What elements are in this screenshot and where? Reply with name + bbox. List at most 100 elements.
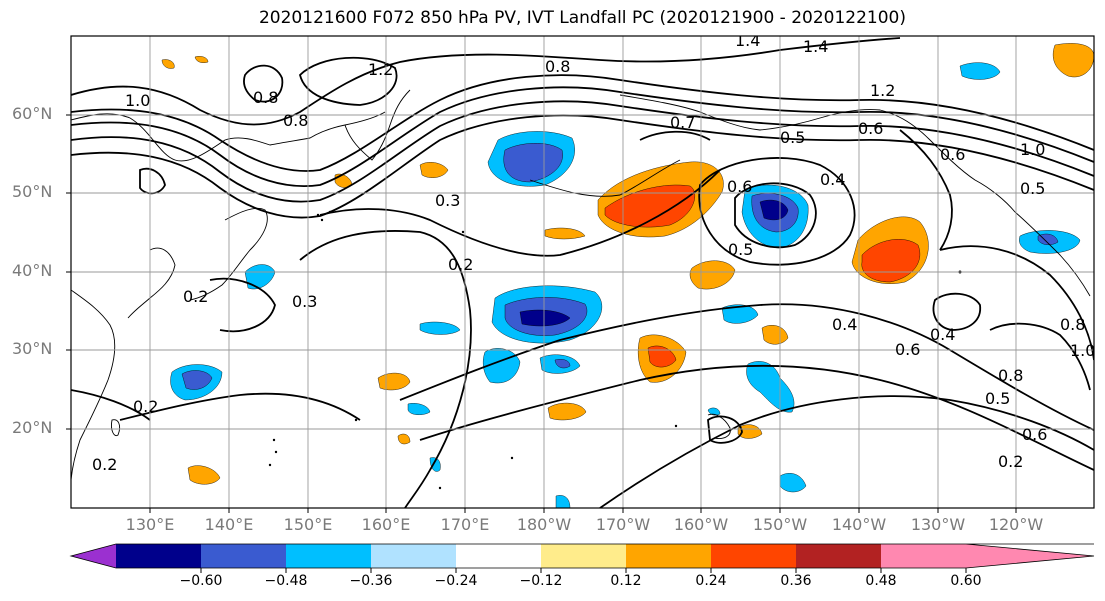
- contour-label: 0.5: [985, 389, 1010, 408]
- pv-positive-area: [547, 402, 587, 421]
- colorbar-segment: [371, 544, 456, 568]
- pv-positive-area: [737, 424, 763, 439]
- lon-label: 130°W: [910, 515, 966, 534]
- lon-label: 130°E: [125, 515, 175, 534]
- colorbar-tick-label: −0.12: [519, 573, 563, 589]
- lon-label: 120°W: [988, 515, 1044, 534]
- contour-line: [71, 114, 1094, 219]
- contour-label: 1.0: [125, 91, 150, 110]
- contour-line: [71, 86, 1094, 187]
- lon-label: 160°E: [361, 515, 411, 534]
- lon-label: 160°W: [673, 515, 729, 534]
- contour-line: [599, 395, 1094, 508]
- contour-label: 0.8: [253, 88, 278, 107]
- contour-line: [734, 182, 817, 249]
- contour-label: 0.4: [820, 170, 845, 189]
- lon-label: 170°W: [595, 515, 651, 534]
- colorbar-segment: [456, 544, 541, 568]
- hawaii-islands: [707, 413, 731, 439]
- pv-very-strong-negative-area: [759, 199, 789, 221]
- contour-line: [419, 364, 1094, 471]
- colorbar-tick-label: −0.60: [179, 573, 223, 589]
- pv-negative-area: [746, 361, 795, 413]
- colorbar-tick-label: 0.36: [780, 573, 812, 589]
- asia-coastline: [71, 111, 386, 162]
- contour-line: [71, 389, 151, 421]
- pv-strong-negative-area: [503, 143, 563, 183]
- contour-label: 0.2: [183, 287, 208, 306]
- colorbar-segment: [796, 544, 881, 568]
- contour-label: 0.6: [940, 145, 965, 164]
- contour-label: 0.2: [998, 452, 1023, 471]
- contour-label: 1.4: [803, 37, 828, 56]
- contour-label: 1.2: [870, 81, 895, 100]
- contour-label: 1.2: [368, 60, 393, 79]
- aleutian-islands: [529, 159, 681, 197]
- lat-label: 20°N: [12, 418, 53, 437]
- lat-label: 40°N: [12, 261, 53, 280]
- contour-line: [707, 415, 743, 444]
- pv-strong-negative-area: [181, 370, 213, 390]
- contour-line: [299, 56, 398, 106]
- contour-label: 0.2: [133, 397, 158, 416]
- lon-label: 180°W: [516, 515, 572, 534]
- contour-label: 0.5: [780, 128, 805, 147]
- colorbar-tick-label: 0.48: [865, 573, 897, 589]
- pv-very-strong-negative-area: [519, 309, 571, 327]
- colorbar-segment: [626, 544, 711, 568]
- colorbar-segment: [881, 544, 966, 568]
- axis-ticks: [66, 114, 1017, 513]
- china-coastline: [71, 289, 116, 481]
- contour-label-group: 1.4 1.4 1.2 0.8 1.2 0.8 1.0 0.8 0.7 0.5 …: [92, 31, 1095, 474]
- contour-line: [119, 392, 361, 421]
- pv-strong-negative-area: [1037, 233, 1059, 245]
- pv-positive-area: [194, 56, 209, 63]
- contour-label: 0.6: [727, 177, 752, 196]
- contour-label: 0.8: [1060, 315, 1085, 334]
- pv-negative-area: [555, 495, 571, 508]
- contour-line: [399, 303, 1094, 431]
- contour-lines: [71, 37, 1094, 508]
- taiwan-coastline: [111, 419, 121, 437]
- contour-label: 0.6: [1022, 425, 1047, 444]
- contour-label: 0.4: [930, 325, 955, 344]
- pv-positive-area: [419, 162, 449, 178]
- contour-label: 1.4: [735, 31, 760, 50]
- contour-line: [299, 230, 472, 508]
- contour-line: [209, 277, 276, 333]
- contour-line: [989, 322, 1091, 391]
- colorbar-tick-label: −0.48: [264, 573, 308, 589]
- contour-line: [939, 245, 1094, 361]
- contour-label: 0.3: [292, 292, 317, 311]
- contour-label: 0.6: [895, 340, 920, 359]
- lon-label: 150°E: [283, 515, 333, 534]
- contour-label: 0.5: [728, 240, 753, 259]
- lon-label: 140°E: [204, 515, 254, 534]
- pv-strong-positive-area: [604, 184, 695, 228]
- pv-negative-area: [407, 403, 431, 415]
- colorbar: [69, 543, 1095, 573]
- contour-line: [639, 130, 711, 141]
- contour-label: 0.5: [1020, 179, 1045, 198]
- lat-label: 60°N: [12, 104, 53, 123]
- contour-label: 0.8: [283, 111, 308, 130]
- contour-line: [242, 64, 284, 103]
- pv-negative-area: [419, 321, 461, 335]
- contour-line: [71, 100, 1094, 203]
- pv-negative-area: [721, 304, 759, 324]
- colorbar-segment: [711, 544, 796, 568]
- contour-line: [899, 129, 953, 251]
- colorbar-segment: [201, 544, 286, 568]
- pv-positive-area: [161, 59, 175, 69]
- contour-label: 1.0: [1020, 140, 1045, 159]
- pv-strong-positive-area: [861, 239, 920, 283]
- pv-shading: [161, 43, 1094, 508]
- contour-label: 0.2: [448, 255, 473, 274]
- contour-line: [71, 37, 901, 126]
- contour-label: 1.0: [1070, 341, 1095, 360]
- pv-positive-area: [397, 433, 411, 445]
- graticule: [71, 36, 1094, 508]
- pv-strong-positive-area: [647, 345, 677, 368]
- colorbar-tick-label: −0.36: [349, 573, 393, 589]
